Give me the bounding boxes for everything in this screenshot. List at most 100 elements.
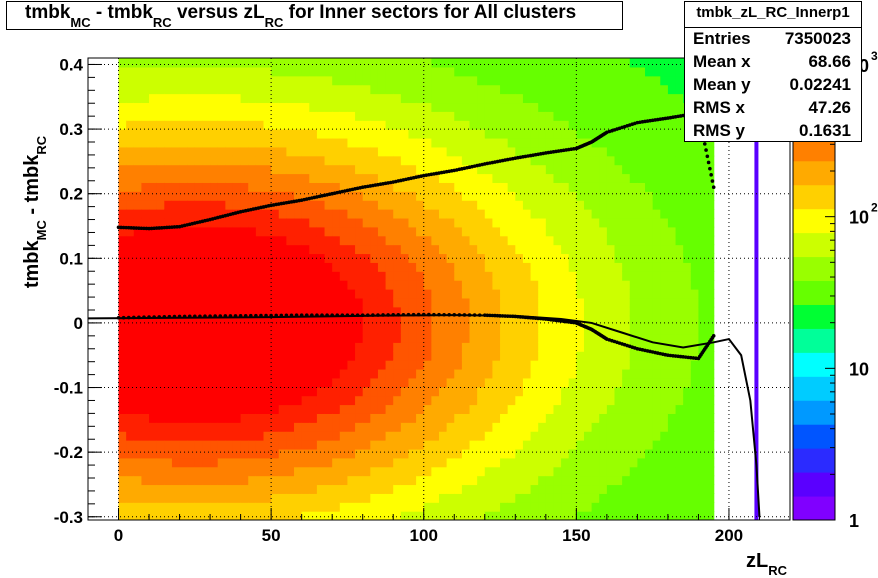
heatmap-cell	[477, 200, 486, 210]
heatmap-cell	[530, 386, 539, 397]
heatmap-cell	[194, 315, 204, 326]
heatmap-cell	[553, 448, 562, 459]
heatmap-cell	[248, 297, 257, 308]
heatmap-cell	[522, 93, 532, 104]
heatmap-cell	[225, 155, 234, 166]
heatmap-cell	[515, 93, 524, 104]
heatmap-cell	[439, 404, 448, 414]
heatmap-cell	[583, 289, 593, 299]
heatmap-cell	[645, 217, 654, 228]
heatmap-cell	[545, 253, 555, 263]
heatmap-cell	[583, 342, 593, 352]
heatmap-cell	[332, 271, 341, 281]
heatmap-cell	[568, 457, 577, 468]
heatmap-cell	[370, 191, 379, 201]
heatmap-cell	[667, 146, 677, 157]
heatmap-cell	[599, 120, 608, 130]
heatmap-cell	[225, 395, 234, 406]
heatmap-cell	[232, 155, 242, 166]
heatmap-cell	[385, 289, 394, 299]
heatmap-cell	[561, 164, 570, 175]
heatmap-cell	[324, 84, 333, 95]
heatmap-cell	[561, 209, 570, 219]
heatmap-cell	[324, 244, 333, 255]
heatmap-cell	[156, 58, 165, 68]
heatmap-cell	[255, 120, 265, 130]
heatmap-cell	[568, 217, 577, 228]
heatmap-cell	[568, 200, 577, 210]
heatmap-cell	[179, 484, 188, 494]
heatmap-cell	[187, 395, 196, 406]
heatmap-cell	[339, 217, 349, 228]
heatmap-cell	[500, 315, 509, 326]
heatmap-cell	[164, 66, 173, 77]
heatmap-cell	[118, 84, 127, 95]
heatmap-cell	[362, 297, 371, 308]
heatmap-cell	[484, 137, 494, 148]
heatmap-cell	[263, 129, 272, 139]
heatmap-cell	[576, 333, 585, 343]
heatmap-cell	[423, 155, 432, 166]
heatmap-cell	[118, 395, 127, 406]
heatmap-cell	[522, 129, 532, 139]
heatmap-cell	[545, 137, 555, 148]
heatmap-cell	[690, 484, 700, 494]
heatmap-cell	[393, 297, 402, 308]
heatmap-cell	[377, 395, 387, 406]
heatmap-cell	[431, 129, 440, 139]
heatmap-cell	[332, 66, 341, 77]
heatmap-cell	[675, 324, 684, 335]
heatmap-cell	[248, 84, 257, 95]
heatmap-cell	[301, 466, 310, 477]
heatmap-cell	[660, 262, 669, 272]
heatmap-cell	[187, 493, 196, 503]
heatmap-cell	[530, 404, 539, 414]
heatmap-cell	[339, 262, 349, 272]
heatmap-cell	[347, 217, 356, 228]
heatmap-cell	[385, 209, 394, 219]
heatmap-cell	[690, 386, 700, 397]
heatmap-cell	[278, 271, 287, 281]
heatmap-cell	[316, 360, 326, 370]
heatmap-cell	[591, 448, 600, 459]
heatmap-cell	[339, 395, 349, 406]
heatmap-cell	[194, 262, 204, 272]
heatmap-cell	[217, 440, 226, 450]
heatmap-cell	[446, 235, 455, 246]
heatmap-cell	[309, 262, 318, 272]
heatmap-cell	[568, 66, 577, 77]
heatmap-cell	[469, 493, 478, 503]
heatmap-cell	[141, 333, 150, 343]
heatmap-cell	[301, 84, 310, 95]
heatmap-cell	[431, 173, 440, 183]
heatmap-cell	[210, 84, 219, 95]
heatmap-cell	[309, 395, 318, 406]
heatmap-cell	[568, 173, 577, 183]
heatmap-cell	[377, 244, 387, 255]
heatmap-cell	[614, 191, 623, 201]
heatmap-cell	[561, 422, 570, 432]
heatmap-cell	[301, 386, 310, 397]
heatmap-cell	[652, 84, 661, 95]
heatmap-cell	[530, 342, 539, 352]
heatmap-cell	[484, 297, 494, 308]
heatmap-cell	[690, 351, 700, 361]
heatmap-cell	[675, 164, 684, 175]
heatmap-cell	[217, 280, 226, 290]
heatmap-cell	[355, 377, 364, 388]
heatmap-cell	[492, 75, 501, 86]
heatmap-cell	[278, 200, 287, 210]
heatmap-cell	[629, 146, 638, 157]
heatmap-cell	[316, 466, 326, 477]
heatmap-cell	[240, 297, 249, 308]
heatmap-cell	[439, 457, 448, 468]
heatmap-cell	[301, 315, 310, 326]
heatmap-cell	[614, 289, 623, 299]
heatmap-cell	[492, 209, 501, 219]
heatmap-cell	[309, 431, 318, 441]
heatmap-cell	[423, 66, 432, 77]
heatmap-cell	[683, 404, 692, 414]
heatmap-cell	[484, 448, 494, 459]
heatmap-cell	[202, 102, 211, 112]
heatmap-cell	[370, 173, 379, 183]
